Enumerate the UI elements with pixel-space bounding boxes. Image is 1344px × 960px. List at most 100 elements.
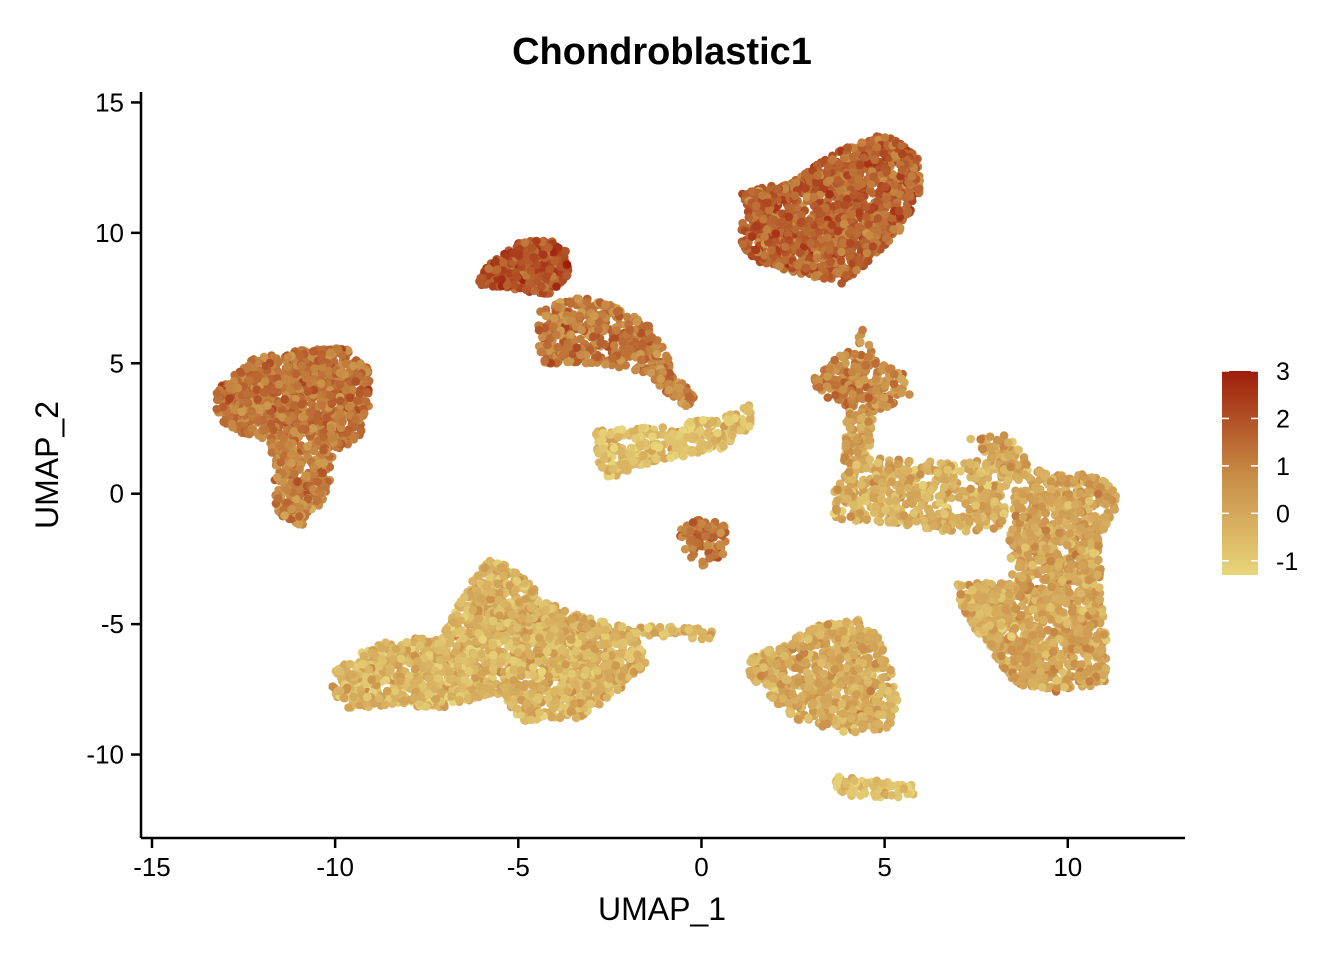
data-point (880, 210, 889, 219)
data-point (598, 428, 608, 438)
data-point (772, 184, 782, 194)
data-point (751, 201, 761, 210)
data-point (651, 454, 660, 464)
data-point (308, 424, 318, 433)
data-point (680, 544, 690, 554)
data-point (775, 261, 784, 271)
data-point (663, 354, 673, 364)
data-point (837, 247, 846, 257)
data-point (596, 338, 605, 347)
data-point (703, 522, 713, 532)
data-point (309, 463, 319, 473)
data-point (905, 191, 914, 201)
data-point (499, 258, 508, 267)
data-point (654, 443, 664, 452)
data-point (870, 155, 879, 164)
data-point (626, 443, 636, 453)
data-point (352, 396, 362, 406)
data-point (212, 404, 221, 414)
data-point (826, 257, 835, 267)
data-point (638, 451, 648, 460)
data-point (643, 459, 652, 468)
data-point (524, 278, 534, 288)
data-point (297, 361, 307, 371)
data-point (833, 226, 843, 236)
data-point (855, 160, 865, 170)
data-point (609, 443, 619, 453)
data-point (802, 227, 812, 236)
data-point (582, 297, 592, 307)
data-point (272, 473, 282, 482)
data-point (295, 503, 305, 512)
data-point (825, 245, 834, 255)
data-point (476, 273, 486, 283)
data-point (881, 194, 890, 204)
data-point (319, 432, 328, 442)
data-point (273, 494, 283, 503)
data-point (550, 256, 559, 266)
data-point (834, 268, 844, 277)
data-point (561, 345, 570, 355)
data-point (833, 200, 843, 209)
data-point (679, 451, 688, 461)
data-point (485, 556, 495, 566)
data-point (305, 407, 315, 417)
data-point (790, 191, 800, 200)
data-point (598, 444, 607, 454)
data-point (553, 302, 563, 312)
data-point (648, 432, 657, 441)
data-point (703, 540, 712, 550)
chart-title: Chondroblastic1 (512, 31, 812, 73)
data-point (563, 357, 572, 367)
data-point (744, 213, 754, 222)
data-point (572, 343, 581, 353)
data-point (514, 251, 524, 260)
data-point (586, 358, 595, 368)
data-point (852, 265, 861, 275)
data-point (812, 253, 822, 263)
data-point (868, 242, 878, 251)
data-point (629, 456, 638, 466)
data-point (534, 325, 544, 335)
data-point (794, 260, 803, 270)
data-point (243, 398, 253, 408)
data-point (380, 700, 390, 710)
data-point (309, 347, 318, 356)
data-point (881, 182, 890, 192)
data-point (698, 415, 708, 425)
data-point (864, 219, 873, 229)
data-point (335, 368, 345, 378)
data-point (771, 229, 781, 238)
data-point (644, 321, 653, 331)
data-point (647, 333, 657, 342)
data-point (608, 353, 617, 363)
data-point (801, 183, 810, 193)
data-point (760, 251, 769, 260)
data-point (351, 415, 360, 424)
data-point (326, 348, 335, 357)
data-point (759, 215, 768, 224)
data-point (836, 256, 846, 266)
data-point (890, 180, 899, 190)
data-point (813, 205, 822, 214)
data-point (890, 150, 900, 160)
data-point (872, 142, 882, 152)
data-point (701, 532, 710, 541)
data-point (313, 495, 322, 505)
data-point (275, 441, 285, 450)
data-point (816, 217, 825, 226)
data-point (861, 202, 871, 212)
data-point (857, 138, 867, 147)
data-point (882, 167, 891, 176)
data-point (666, 453, 675, 463)
data-point (812, 178, 821, 187)
data-point (821, 203, 831, 213)
data-point (356, 426, 366, 436)
data-point (895, 225, 904, 234)
data-point (824, 162, 833, 172)
data-point (313, 477, 322, 487)
data-point (685, 392, 694, 401)
data-point (637, 355, 646, 365)
data-point (848, 152, 858, 162)
data-point (259, 387, 269, 397)
